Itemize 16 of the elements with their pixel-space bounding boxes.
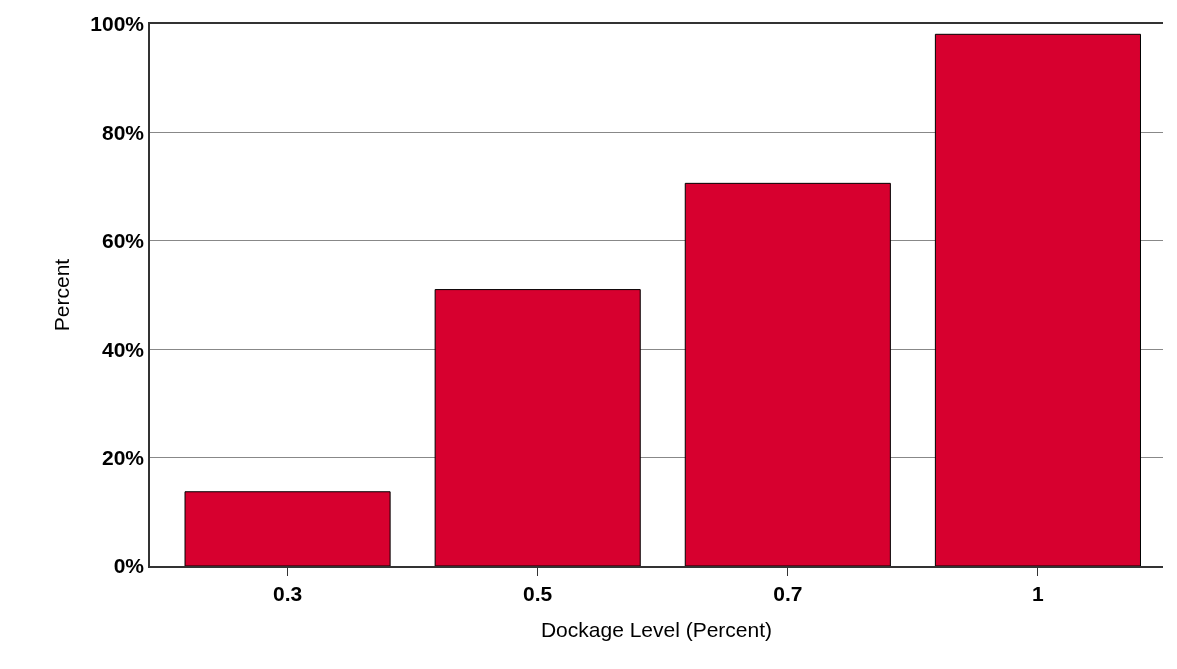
y-tick-label: 0% — [113, 554, 145, 578]
y-tick-label: 60% — [102, 229, 145, 253]
y-tick-label: 100% — [90, 12, 145, 36]
y-axis-title: Percent — [49, 258, 73, 332]
x-tick-label: 0.3 — [272, 581, 303, 605]
x-tick-label: 0.7 — [773, 581, 803, 605]
x-tick-label: 0.5 — [523, 581, 553, 605]
bar — [684, 182, 891, 566]
bar — [934, 33, 1141, 566]
x-tick-label: 1 — [1032, 581, 1045, 605]
bar — [184, 491, 391, 566]
bar — [434, 289, 641, 566]
y-tick-label: 20% — [102, 445, 145, 469]
y-tick-label: 80% — [102, 120, 145, 144]
y-tick-label: 40% — [102, 337, 145, 361]
x-axis-title: Dockage Level (Percent) — [540, 617, 773, 641]
